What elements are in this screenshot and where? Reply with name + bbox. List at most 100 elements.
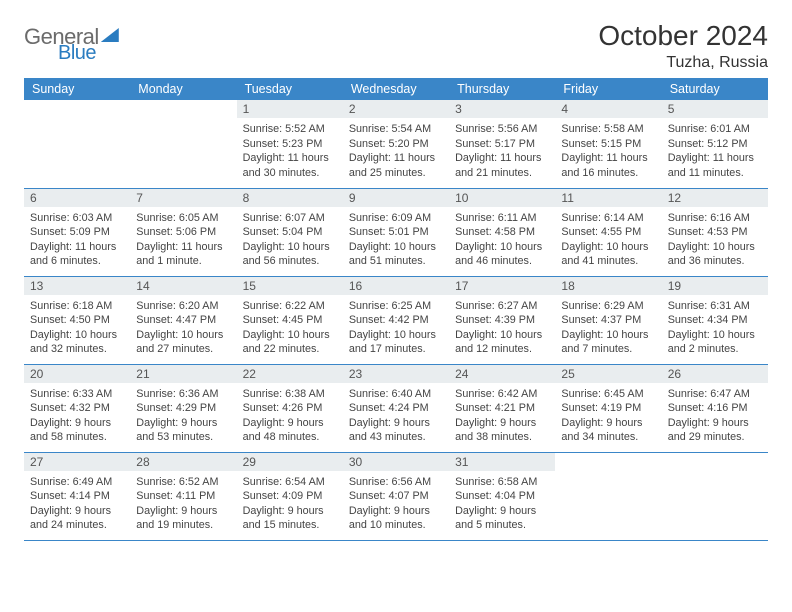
day-details: Sunrise: 6:31 AMSunset: 4:34 PMDaylight:… <box>662 295 768 359</box>
calendar-cell: 9Sunrise: 6:09 AMSunset: 5:01 PMDaylight… <box>343 188 449 276</box>
day-number: 19 <box>662 277 768 295</box>
sunset-text: Sunset: 5:01 PM <box>349 225 443 240</box>
daylight-text: Daylight: 9 hours and 48 minutes. <box>243 416 337 445</box>
calendar-row: 27Sunrise: 6:49 AMSunset: 4:14 PMDayligh… <box>24 452 768 540</box>
sunrise-text: Sunrise: 6:18 AM <box>30 299 124 314</box>
day-number: 24 <box>449 365 555 383</box>
daylight-text: Daylight: 11 hours and 25 minutes. <box>349 151 443 180</box>
calendar-cell: 14Sunrise: 6:20 AMSunset: 4:47 PMDayligh… <box>130 276 236 364</box>
sunrise-text: Sunrise: 6:03 AM <box>30 211 124 226</box>
day-details: Sunrise: 6:20 AMSunset: 4:47 PMDaylight:… <box>130 295 236 359</box>
day-details: Sunrise: 6:58 AMSunset: 4:04 PMDaylight:… <box>449 471 555 535</box>
day-details: Sunrise: 6:16 AMSunset: 4:53 PMDaylight:… <box>662 207 768 271</box>
daylight-text: Daylight: 9 hours and 5 minutes. <box>455 504 549 533</box>
daylight-text: Daylight: 10 hours and 56 minutes. <box>243 240 337 269</box>
calendar-cell: 18Sunrise: 6:29 AMSunset: 4:37 PMDayligh… <box>555 276 661 364</box>
calendar-table: Sunday Monday Tuesday Wednesday Thursday… <box>24 78 768 541</box>
day-details: Sunrise: 6:42 AMSunset: 4:21 PMDaylight:… <box>449 383 555 447</box>
day-number: 23 <box>343 365 449 383</box>
sunset-text: Sunset: 5:20 PM <box>349 137 443 152</box>
day-details: Sunrise: 6:09 AMSunset: 5:01 PMDaylight:… <box>343 207 449 271</box>
sunset-text: Sunset: 4:55 PM <box>561 225 655 240</box>
sunrise-text: Sunrise: 6:38 AM <box>243 387 337 402</box>
calendar-cell: 15Sunrise: 6:22 AMSunset: 4:45 PMDayligh… <box>237 276 343 364</box>
day-number: 18 <box>555 277 661 295</box>
calendar-cell: 16Sunrise: 6:25 AMSunset: 4:42 PMDayligh… <box>343 276 449 364</box>
sunrise-text: Sunrise: 6:36 AM <box>136 387 230 402</box>
sunset-text: Sunset: 5:15 PM <box>561 137 655 152</box>
sunrise-text: Sunrise: 6:54 AM <box>243 475 337 490</box>
calendar-cell: 17Sunrise: 6:27 AMSunset: 4:39 PMDayligh… <box>449 276 555 364</box>
day-number: 29 <box>237 453 343 471</box>
header-row: GeneralBlue October 2024 Tuzha, Russia <box>24 20 768 72</box>
title-block: October 2024 Tuzha, Russia <box>598 20 768 72</box>
calendar-row: ..1Sunrise: 5:52 AMSunset: 5:23 PMDaylig… <box>24 100 768 188</box>
calendar-cell: 13Sunrise: 6:18 AMSunset: 4:50 PMDayligh… <box>24 276 130 364</box>
day-details: Sunrise: 6:11 AMSunset: 4:58 PMDaylight:… <box>449 207 555 271</box>
daylight-text: Daylight: 9 hours and 29 minutes. <box>668 416 762 445</box>
day-details: Sunrise: 6:33 AMSunset: 4:32 PMDaylight:… <box>24 383 130 447</box>
calendar-cell: . <box>555 452 661 540</box>
calendar-cell: 5Sunrise: 6:01 AMSunset: 5:12 PMDaylight… <box>662 100 768 188</box>
calendar-row: 6Sunrise: 6:03 AMSunset: 5:09 PMDaylight… <box>24 188 768 276</box>
sunset-text: Sunset: 4:14 PM <box>30 489 124 504</box>
day-details: Sunrise: 6:18 AMSunset: 4:50 PMDaylight:… <box>24 295 130 359</box>
sunrise-text: Sunrise: 6:09 AM <box>349 211 443 226</box>
calendar-cell: 7Sunrise: 6:05 AMSunset: 5:06 PMDaylight… <box>130 188 236 276</box>
sunrise-text: Sunrise: 6:40 AM <box>349 387 443 402</box>
calendar-body: ..1Sunrise: 5:52 AMSunset: 5:23 PMDaylig… <box>24 100 768 540</box>
daylight-text: Daylight: 9 hours and 24 minutes. <box>30 504 124 533</box>
calendar-cell: 21Sunrise: 6:36 AMSunset: 4:29 PMDayligh… <box>130 364 236 452</box>
daylight-text: Daylight: 10 hours and 17 minutes. <box>349 328 443 357</box>
day-header: Thursday <box>449 78 555 100</box>
day-number: 20 <box>24 365 130 383</box>
calendar-cell: 30Sunrise: 6:56 AMSunset: 4:07 PMDayligh… <box>343 452 449 540</box>
day-details: Sunrise: 6:22 AMSunset: 4:45 PMDaylight:… <box>237 295 343 359</box>
sunset-text: Sunset: 4:11 PM <box>136 489 230 504</box>
daylight-text: Daylight: 10 hours and 12 minutes. <box>455 328 549 357</box>
daylight-text: Daylight: 10 hours and 2 minutes. <box>668 328 762 357</box>
calendar-cell: 10Sunrise: 6:11 AMSunset: 4:58 PMDayligh… <box>449 188 555 276</box>
day-number: 12 <box>662 189 768 207</box>
calendar-cell: 23Sunrise: 6:40 AMSunset: 4:24 PMDayligh… <box>343 364 449 452</box>
sunrise-text: Sunrise: 6:01 AM <box>668 122 762 137</box>
sunrise-text: Sunrise: 6:42 AM <box>455 387 549 402</box>
sunrise-text: Sunrise: 5:54 AM <box>349 122 443 137</box>
day-details: Sunrise: 6:29 AMSunset: 4:37 PMDaylight:… <box>555 295 661 359</box>
sunrise-text: Sunrise: 6:33 AM <box>30 387 124 402</box>
calendar-cell: 6Sunrise: 6:03 AMSunset: 5:09 PMDaylight… <box>24 188 130 276</box>
day-number: 4 <box>555 100 661 118</box>
sunset-text: Sunset: 4:47 PM <box>136 313 230 328</box>
day-number: 3 <box>449 100 555 118</box>
day-details: Sunrise: 6:01 AMSunset: 5:12 PMDaylight:… <box>662 118 768 182</box>
day-details: Sunrise: 6:47 AMSunset: 4:16 PMDaylight:… <box>662 383 768 447</box>
day-details: Sunrise: 6:56 AMSunset: 4:07 PMDaylight:… <box>343 471 449 535</box>
calendar-cell: 3Sunrise: 5:56 AMSunset: 5:17 PMDaylight… <box>449 100 555 188</box>
sunrise-text: Sunrise: 6:14 AM <box>561 211 655 226</box>
sunset-text: Sunset: 4:32 PM <box>30 401 124 416</box>
day-header: Friday <box>555 78 661 100</box>
sunrise-text: Sunrise: 6:07 AM <box>243 211 337 226</box>
sunrise-text: Sunrise: 6:16 AM <box>668 211 762 226</box>
calendar-cell: 12Sunrise: 6:16 AMSunset: 4:53 PMDayligh… <box>662 188 768 276</box>
sunset-text: Sunset: 5:09 PM <box>30 225 124 240</box>
sunset-text: Sunset: 4:34 PM <box>668 313 762 328</box>
day-header: Monday <box>130 78 236 100</box>
day-number: 22 <box>237 365 343 383</box>
day-header: Wednesday <box>343 78 449 100</box>
daylight-text: Daylight: 10 hours and 22 minutes. <box>243 328 337 357</box>
sunset-text: Sunset: 4:50 PM <box>30 313 124 328</box>
calendar-cell: 27Sunrise: 6:49 AMSunset: 4:14 PMDayligh… <box>24 452 130 540</box>
sunrise-text: Sunrise: 6:11 AM <box>455 211 549 226</box>
calendar-cell: 8Sunrise: 6:07 AMSunset: 5:04 PMDaylight… <box>237 188 343 276</box>
sunset-text: Sunset: 4:09 PM <box>243 489 337 504</box>
day-number: 16 <box>343 277 449 295</box>
calendar-cell: 28Sunrise: 6:52 AMSunset: 4:11 PMDayligh… <box>130 452 236 540</box>
day-number: 9 <box>343 189 449 207</box>
calendar-cell: 22Sunrise: 6:38 AMSunset: 4:26 PMDayligh… <box>237 364 343 452</box>
sunrise-text: Sunrise: 5:52 AM <box>243 122 337 137</box>
day-number: 7 <box>130 189 236 207</box>
day-number: 13 <box>24 277 130 295</box>
sunset-text: Sunset: 4:24 PM <box>349 401 443 416</box>
calendar-cell: . <box>662 452 768 540</box>
